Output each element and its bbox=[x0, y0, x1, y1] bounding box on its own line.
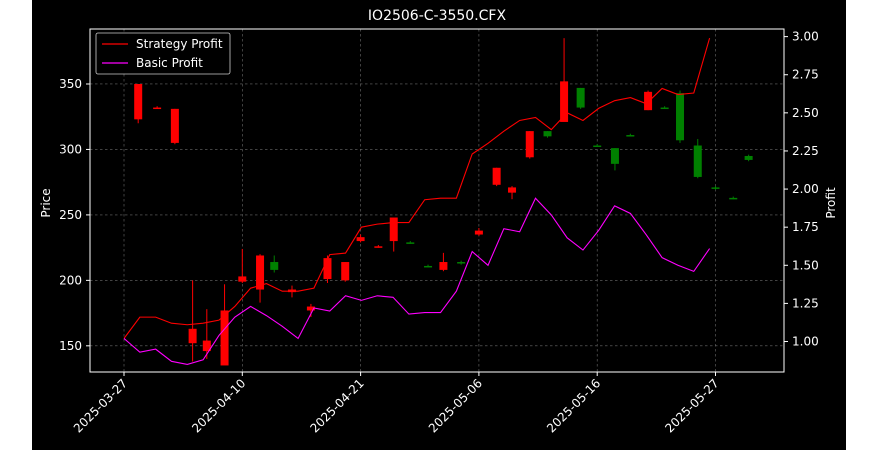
y-right-tick-label: 2.50 bbox=[792, 106, 819, 120]
candle-body bbox=[374, 246, 383, 248]
candle-body bbox=[576, 87, 585, 108]
candle-body bbox=[744, 155, 753, 160]
y-left-tick-label: 300 bbox=[59, 142, 82, 156]
y-right-tick-label: 2.25 bbox=[792, 144, 819, 158]
candle-body bbox=[220, 310, 229, 366]
candle-body bbox=[202, 340, 211, 352]
candle-body bbox=[188, 328, 197, 344]
y-right-tick-label: 2.00 bbox=[792, 182, 819, 196]
legend-box bbox=[95, 32, 231, 75]
candle-body bbox=[389, 217, 398, 242]
candle-body bbox=[492, 167, 501, 185]
candle-body bbox=[693, 145, 702, 177]
candle-body bbox=[170, 108, 179, 143]
candle-body bbox=[356, 237, 365, 242]
candle-body bbox=[134, 83, 143, 120]
figure-background bbox=[32, 0, 846, 450]
candle-body bbox=[543, 131, 552, 137]
candle-body bbox=[406, 242, 415, 244]
candle-body bbox=[457, 262, 466, 264]
candle-body bbox=[424, 265, 433, 268]
plot-frame bbox=[89, 28, 785, 373]
y-right-tick-label: 2.75 bbox=[792, 68, 819, 82]
candle-body bbox=[711, 187, 720, 189]
candle-body bbox=[593, 145, 602, 148]
candle-body bbox=[323, 258, 332, 280]
candle-body bbox=[270, 262, 279, 270]
legend-basic-label: Basic Profit bbox=[136, 56, 203, 70]
candle-body bbox=[729, 197, 738, 200]
candle-body bbox=[153, 107, 162, 110]
y-right-tick-label: 1.25 bbox=[792, 296, 819, 310]
y-left-tick-label: 250 bbox=[59, 208, 82, 222]
legend: Strategy Profit Basic Profit bbox=[95, 32, 231, 75]
y-axis-left-label: Price bbox=[39, 188, 53, 217]
candle-body bbox=[644, 91, 653, 111]
y-axis-right-label: Profit bbox=[824, 187, 838, 219]
basic-profit-line bbox=[123, 197, 711, 365]
y-right-tick-label: 1.50 bbox=[792, 258, 819, 272]
y-right-tick-label: 1.75 bbox=[792, 220, 819, 234]
candle-body bbox=[306, 306, 315, 311]
candle-body bbox=[238, 276, 247, 282]
candle-body bbox=[660, 107, 669, 110]
candle-body bbox=[439, 262, 448, 270]
candle-body bbox=[626, 135, 635, 137]
chart-title: IO2506-C-3550.CFX bbox=[368, 8, 507, 24]
candle-body bbox=[508, 187, 517, 193]
y-left-tick-label: 200 bbox=[59, 273, 82, 287]
y-right-tick-label: 1.00 bbox=[792, 335, 819, 349]
candle-body bbox=[474, 230, 483, 235]
candle-body bbox=[341, 262, 350, 281]
strategy-profit-line bbox=[123, 37, 711, 339]
y-right-tick-label: 3.00 bbox=[792, 30, 819, 44]
candle-body bbox=[525, 131, 534, 158]
y-left-tick-label: 150 bbox=[59, 339, 82, 353]
candle-body bbox=[610, 148, 619, 164]
candle-body bbox=[256, 255, 265, 290]
candle-body bbox=[676, 93, 685, 141]
candle-body bbox=[560, 81, 569, 122]
y-left-tick-label: 350 bbox=[59, 77, 82, 91]
legend-strategy-label: Strategy Profit bbox=[136, 37, 223, 51]
